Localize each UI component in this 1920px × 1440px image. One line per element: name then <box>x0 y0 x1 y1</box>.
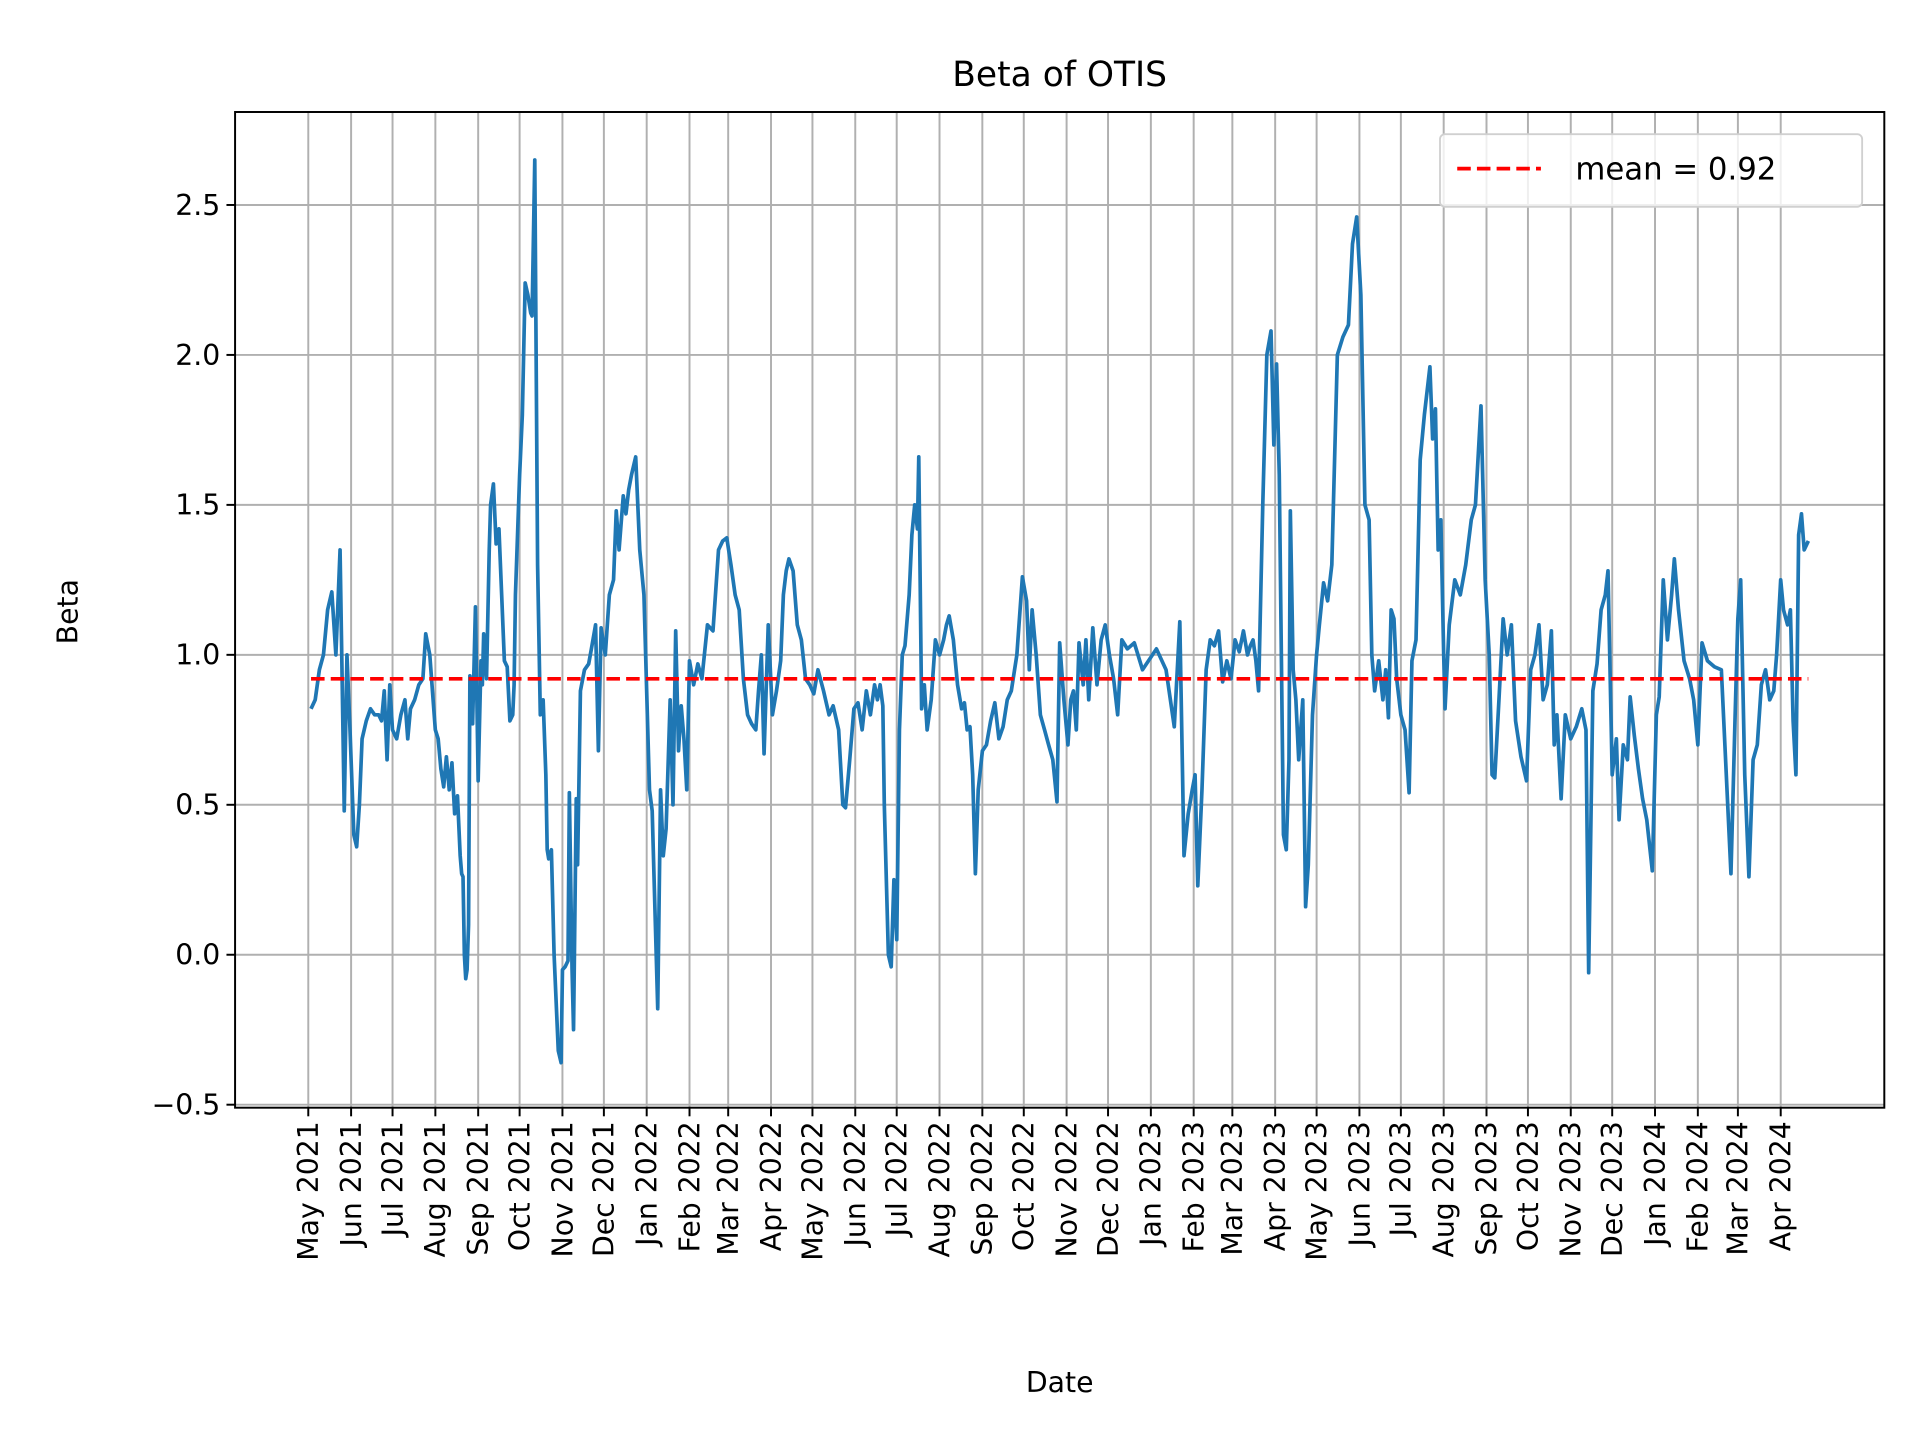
x-tick-label: Sep 2022 <box>966 1121 999 1255</box>
x-tick-label: Jan 2022 <box>631 1121 664 1248</box>
x-tick-label: Mar 2022 <box>712 1121 745 1255</box>
x-tick-label: May 2023 <box>1300 1121 1333 1261</box>
x-tick-label: Feb 2024 <box>1682 1121 1715 1252</box>
beta-series-line <box>309 158 1811 1065</box>
x-tick-label: Mar 2023 <box>1216 1121 1249 1255</box>
x-tick-label: Aug 2023 <box>1428 1121 1461 1257</box>
y-tick-label: 2.5 <box>175 189 220 222</box>
x-tick-label: Apr 2024 <box>1765 1121 1798 1251</box>
x-tick-label: Aug 2022 <box>923 1121 956 1257</box>
x-tick-label: Dec 2022 <box>1092 1121 1125 1257</box>
y-axis-label: Beta <box>52 579 85 644</box>
chart-title: Beta of OTIS <box>952 55 1167 95</box>
x-tick-label: Oct 2021 <box>503 1121 536 1251</box>
y-tick-label: 0.0 <box>175 939 220 972</box>
legend: mean = 0.92 <box>1439 133 1864 208</box>
y-tick-label: 0.5 <box>175 789 220 822</box>
x-tick-label: Jun 2021 <box>335 1121 368 1248</box>
x-tick-label: Nov 2021 <box>546 1121 579 1257</box>
x-tick-label: May 2021 <box>292 1121 325 1261</box>
x-axis: May 2021 Jun 2021 Jul 2021 Aug 2021 Sep 2021… <box>292 1107 1798 1261</box>
x-tick-label: Oct 2023 <box>1512 1121 1545 1251</box>
y-tick-label: 2.0 <box>175 339 220 372</box>
x-tick-label: Dec 2021 <box>588 1121 621 1257</box>
y-tick-label: 1.5 <box>175 489 220 522</box>
legend-mean-label: mean = 0.92 <box>1575 152 1776 188</box>
x-tick-label: Sep 2021 <box>462 1121 495 1255</box>
x-tick-label: Aug 2021 <box>419 1121 452 1257</box>
x-tick-label: Jun 2022 <box>839 1121 872 1248</box>
legend-box <box>1439 133 1864 208</box>
plot-area <box>309 158 1811 1065</box>
x-tick-label: Jan 2023 <box>1135 1121 1168 1248</box>
x-tick-label: Mar 2024 <box>1722 1121 1755 1255</box>
x-tick-label: Feb 2023 <box>1178 1121 1211 1252</box>
x-tick-label: Nov 2023 <box>1555 1121 1588 1257</box>
grid <box>235 112 1885 1108</box>
x-tick-label: Sep 2023 <box>1470 1121 1503 1255</box>
axes-frame <box>234 111 1886 1109</box>
x-tick-label: Jun 2023 <box>1343 1121 1376 1248</box>
y-tick-label: 1.0 <box>175 639 220 672</box>
x-tick-label: May 2022 <box>796 1121 829 1261</box>
x-tick-label: Apr 2022 <box>755 1121 788 1251</box>
x-tick-label: Oct 2022 <box>1008 1121 1041 1251</box>
x-tick-label: Dec 2023 <box>1596 1121 1629 1257</box>
x-tick-label: Jan 2024 <box>1639 1121 1672 1248</box>
x-tick-label: Feb 2022 <box>673 1121 706 1252</box>
x-tick-label: Jul 2022 <box>881 1121 914 1238</box>
x-tick-label: Nov 2022 <box>1050 1121 1083 1257</box>
y-tick-label: −0.5 <box>152 1089 221 1122</box>
x-tick-label: Jul 2023 <box>1385 1121 1418 1238</box>
y-axis: −0.5 0.0 0.5 1.0 1.5 2.0 2.5 <box>152 189 236 1122</box>
x-axis-label: Date <box>1026 1366 1094 1399</box>
x-tick-label: Apr 2023 <box>1259 1121 1292 1251</box>
x-tick-label: Jul 2021 <box>376 1121 409 1238</box>
